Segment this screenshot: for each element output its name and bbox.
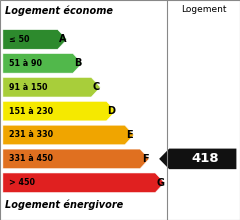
Text: E: E	[126, 130, 133, 140]
Text: A: A	[59, 35, 66, 44]
Text: 51 à 90: 51 à 90	[9, 59, 42, 68]
Text: 331 à 450: 331 à 450	[9, 154, 53, 163]
Polygon shape	[3, 101, 116, 121]
Text: 231 à 330: 231 à 330	[9, 130, 53, 139]
Polygon shape	[3, 30, 67, 49]
Text: C: C	[93, 82, 100, 92]
Text: ≤ 50: ≤ 50	[9, 35, 29, 44]
Text: Logement énergivore: Logement énergivore	[5, 200, 124, 210]
Text: B: B	[74, 58, 82, 68]
Text: Logement: Logement	[181, 6, 226, 15]
Polygon shape	[159, 148, 236, 169]
Text: F: F	[142, 154, 148, 164]
Polygon shape	[3, 173, 164, 192]
Polygon shape	[3, 149, 149, 169]
Polygon shape	[3, 125, 134, 145]
Text: D: D	[108, 106, 115, 116]
Text: 91 à 150: 91 à 150	[9, 83, 47, 92]
Text: Logement économe: Logement économe	[5, 6, 113, 16]
Text: 151 à 230: 151 à 230	[9, 107, 53, 116]
Polygon shape	[3, 77, 100, 97]
Polygon shape	[3, 53, 82, 73]
Text: > 450: > 450	[9, 178, 35, 187]
Text: G: G	[156, 178, 164, 188]
Text: 418: 418	[191, 152, 219, 165]
